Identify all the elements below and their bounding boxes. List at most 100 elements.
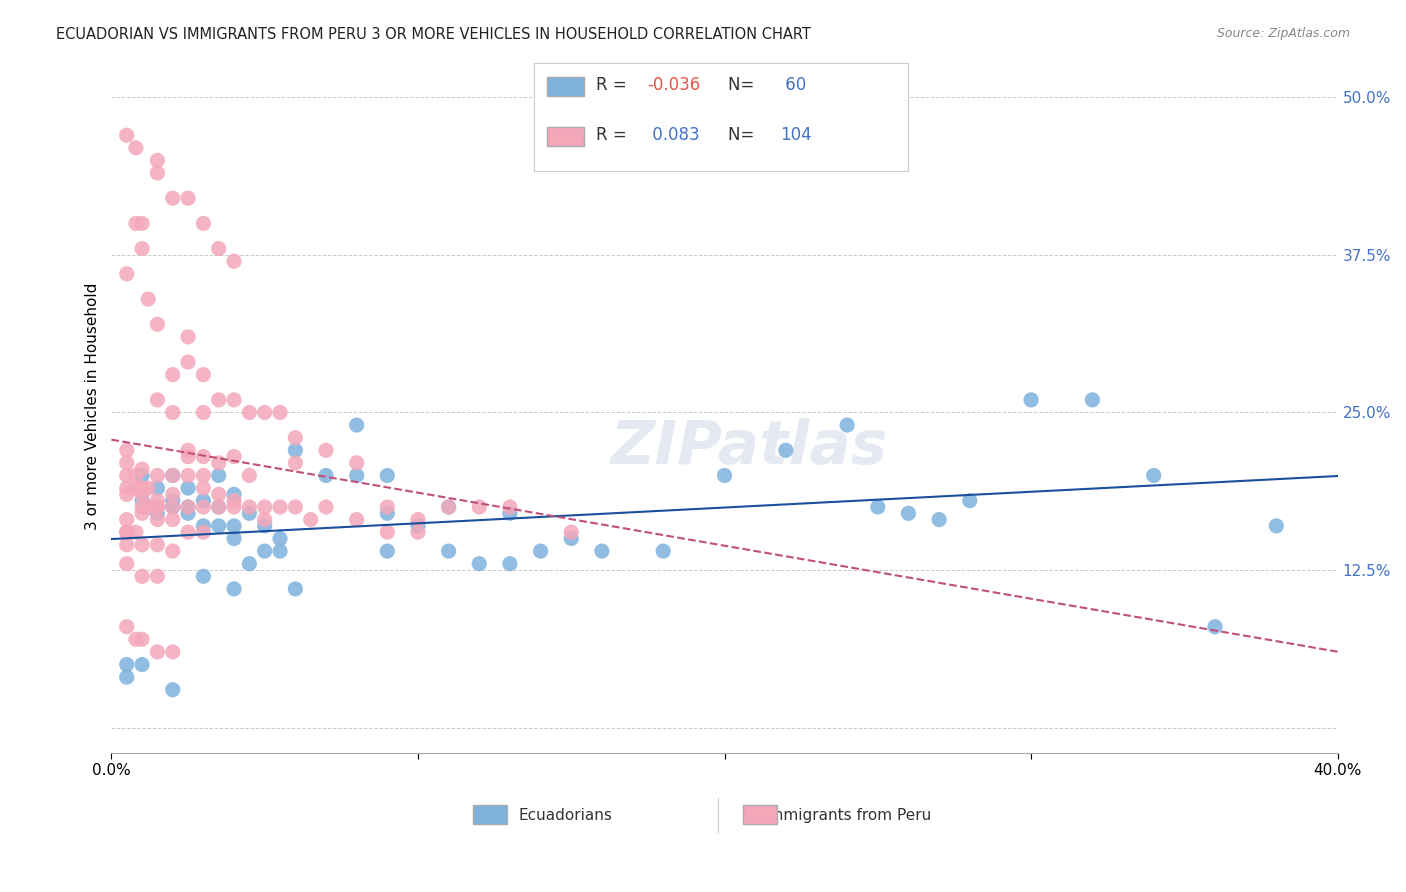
Point	[499, 506, 522, 520]
Text: 60: 60	[780, 76, 806, 95]
Point	[162, 645, 184, 659]
Point	[162, 468, 184, 483]
Point	[652, 544, 675, 558]
Point	[146, 512, 169, 526]
Point	[131, 487, 153, 501]
Point	[315, 468, 337, 483]
Point	[837, 418, 859, 433]
Point	[177, 500, 200, 514]
Point	[177, 468, 200, 483]
Text: R =: R =	[596, 126, 631, 145]
Point	[146, 153, 169, 168]
Point	[131, 468, 153, 483]
Point	[177, 330, 200, 344]
Point	[125, 632, 148, 647]
Point	[131, 216, 153, 230]
Point	[193, 468, 215, 483]
Point	[1143, 468, 1166, 483]
Point	[253, 544, 276, 558]
Text: 0.083: 0.083	[647, 126, 700, 145]
Point	[131, 493, 153, 508]
Point	[115, 487, 138, 501]
Point	[222, 493, 245, 508]
Text: -0.036: -0.036	[647, 76, 700, 95]
Point	[115, 443, 138, 458]
Point	[131, 500, 153, 514]
Y-axis label: 3 or more Vehicles in Household: 3 or more Vehicles in Household	[86, 283, 100, 530]
Point	[222, 487, 245, 501]
Point	[146, 481, 169, 495]
Point	[222, 582, 245, 596]
Point	[406, 519, 429, 533]
Point	[468, 557, 491, 571]
Point	[177, 191, 200, 205]
Point	[928, 512, 950, 526]
Point	[193, 405, 215, 419]
Point	[162, 368, 184, 382]
Point	[136, 481, 159, 495]
Point	[269, 532, 291, 546]
Point	[131, 569, 153, 583]
Point	[162, 512, 184, 526]
Text: 104: 104	[780, 126, 811, 145]
Bar	[474, 805, 508, 824]
Point	[406, 512, 429, 526]
Point	[131, 242, 153, 256]
Point	[131, 481, 153, 495]
Point	[222, 500, 245, 514]
Point	[115, 128, 138, 143]
Point	[1019, 392, 1042, 407]
Point	[284, 456, 307, 470]
Point	[269, 405, 291, 419]
Point	[238, 557, 260, 571]
Point	[346, 456, 368, 470]
Point	[146, 645, 169, 659]
Text: Ecuadorians: Ecuadorians	[519, 807, 612, 822]
Point	[208, 487, 231, 501]
Point	[468, 500, 491, 514]
Point	[146, 569, 169, 583]
Point	[125, 481, 148, 495]
Point	[125, 216, 148, 230]
Point	[284, 431, 307, 445]
Point	[208, 519, 231, 533]
Point	[437, 500, 460, 514]
Point	[131, 462, 153, 476]
Point	[897, 506, 920, 520]
Point	[269, 544, 291, 558]
Point	[162, 487, 184, 501]
Point	[115, 481, 138, 495]
Point	[131, 538, 153, 552]
Point	[222, 450, 245, 464]
Point	[146, 318, 169, 332]
Point	[146, 500, 169, 514]
Point	[177, 450, 200, 464]
Point	[115, 525, 138, 540]
Point	[269, 500, 291, 514]
Point	[284, 443, 307, 458]
Point	[136, 500, 159, 514]
Point	[560, 532, 582, 546]
Point	[437, 544, 460, 558]
Point	[375, 500, 398, 514]
Point	[208, 392, 231, 407]
Point	[238, 500, 260, 514]
Point	[177, 355, 200, 369]
Text: N=: N=	[728, 76, 759, 95]
Point	[162, 468, 184, 483]
Point	[162, 544, 184, 558]
FancyBboxPatch shape	[534, 63, 908, 170]
Point	[222, 519, 245, 533]
Point	[177, 525, 200, 540]
Point	[115, 525, 138, 540]
Point	[238, 506, 260, 520]
Point	[208, 500, 231, 514]
Point	[193, 500, 215, 514]
Point	[208, 468, 231, 483]
Point	[193, 481, 215, 495]
Point	[208, 500, 231, 514]
Point	[177, 481, 200, 495]
Point	[866, 500, 889, 514]
Point	[146, 166, 169, 180]
Text: Source: ZipAtlas.com: Source: ZipAtlas.com	[1216, 27, 1350, 40]
